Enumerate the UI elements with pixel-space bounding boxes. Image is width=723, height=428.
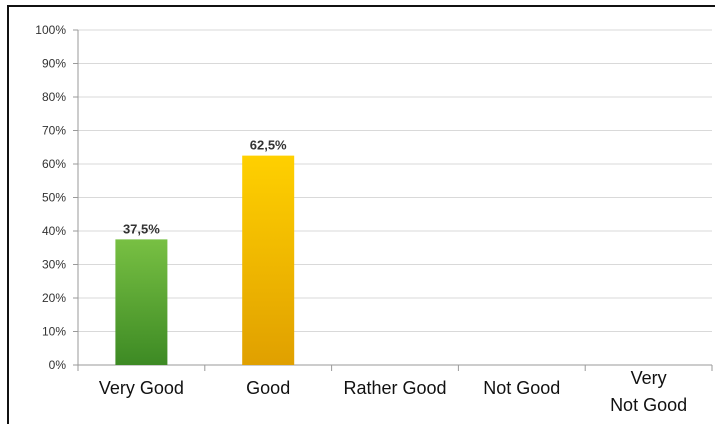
x-tick-label-line: Not Good (483, 378, 560, 398)
data-label: 62,5% (250, 138, 287, 153)
x-tick-label-line: Good (246, 378, 290, 398)
x-tick-label: Very Not Good (610, 368, 687, 415)
y-tick-label: 90% (42, 57, 66, 71)
y-tick-label: 0% (49, 358, 67, 372)
x-tick-label-line: Very (631, 368, 667, 388)
chart-frame (7, 5, 715, 424)
x-tick-label-line: Very Good (99, 378, 184, 398)
y-tick-label: 20% (42, 291, 66, 305)
x-tick-label: Not Good (483, 378, 560, 398)
y-tick-label: 100% (35, 23, 66, 37)
x-tick-label: Rather Good (343, 378, 446, 398)
bar-very-good (115, 239, 168, 365)
bar-good (242, 155, 295, 365)
y-tick-label: 30% (42, 258, 66, 272)
y-tick-label: 50% (42, 191, 66, 205)
y-tick-label: 10% (42, 325, 66, 339)
x-tick-label: Good (246, 378, 290, 398)
data-label: 37,5% (123, 221, 160, 236)
x-tick-label: Very Good (99, 378, 184, 398)
y-tick-label: 60% (42, 157, 66, 171)
y-tick-label: 80% (42, 90, 66, 104)
x-tick-label-line: Rather Good (343, 378, 446, 398)
y-tick-label: 70% (42, 124, 66, 138)
y-tick-label: 40% (42, 224, 66, 238)
x-tick-label-line: Not Good (610, 395, 687, 415)
